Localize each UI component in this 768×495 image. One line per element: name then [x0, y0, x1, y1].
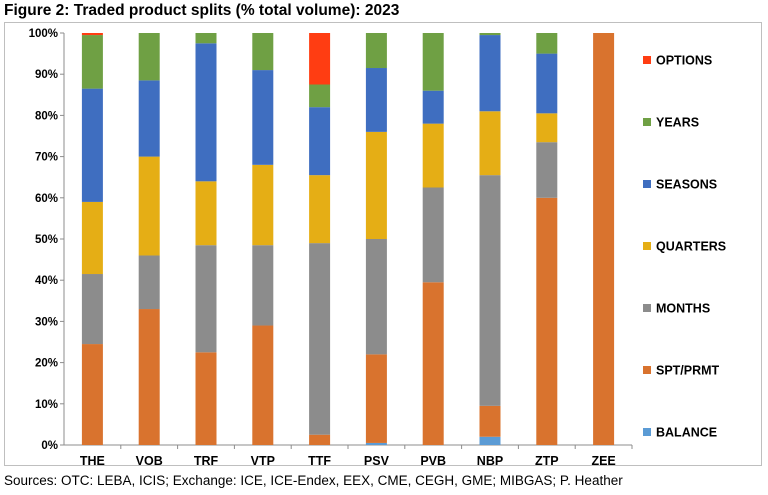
x-tick-label: ZEE	[591, 454, 615, 468]
x-tick-label: PVB	[420, 454, 446, 468]
bar-segment-psv-seasons	[365, 68, 387, 132]
x-tick-label: ZTP	[535, 454, 559, 468]
bar-segment-vob-months	[138, 255, 160, 310]
y-tick-label: 40%	[35, 275, 58, 287]
bar-segment-pvb-spt-prmt	[422, 282, 444, 445]
source-note: Sources: OTC: LEBA, ICIS; Exchange: ICE,…	[4, 473, 623, 488]
y-tick-label: 70%	[35, 152, 58, 164]
bar-segment-ztp-spt-prmt	[536, 197, 558, 445]
bar-segment-ztp-months	[536, 142, 558, 198]
bar-segment-nbp-years	[479, 33, 501, 36]
bar-segment-the-years	[81, 35, 103, 89]
bar-segment-vtp-years	[252, 33, 274, 71]
bar-segment-vtp-months	[252, 245, 274, 326]
bar-segment-pvb-seasons	[422, 90, 444, 124]
bar-segment-trf-months	[195, 245, 217, 353]
y-tick-label: 30%	[35, 316, 58, 328]
legend-label: MONTHS	[656, 302, 710, 316]
legend-label: YEARS	[656, 116, 699, 130]
bar-segment-ttf-options	[309, 33, 331, 85]
bar-segment-the-spt-prmt	[81, 344, 103, 445]
bar-segment-psv-quarters	[365, 131, 387, 239]
x-tick-label: TRF	[194, 454, 219, 468]
legend-swatch-seasons	[643, 180, 651, 188]
bar-segment-nbp-quarters	[479, 111, 501, 176]
bar-segment-the-quarters	[81, 201, 103, 275]
legend-label: QUARTERS	[656, 240, 726, 254]
x-tick-label: TTF	[308, 454, 331, 468]
stacked-bar-chart: 0% 10% 20% 30% 40% 50% 60% 70% 80% 90% 100% THE VOB T…	[29, 28, 727, 468]
x-tick-label: VTP	[251, 454, 275, 468]
x-tick-label: NBP	[477, 454, 503, 468]
bar-segment-trf-spt-prmt	[195, 352, 217, 445]
bar-segment-zee-spt-prmt	[593, 33, 615, 445]
legend-swatch-quarters	[643, 242, 651, 250]
x-tick-label: VOB	[136, 454, 163, 468]
bar-segment-nbp-months	[479, 175, 501, 406]
bar-segment-vtp-quarters	[252, 164, 274, 246]
legend-label: OPTIONS	[656, 54, 712, 68]
y-tick-label: 80%	[35, 110, 58, 122]
legend-swatch-spt-prmt	[643, 366, 651, 374]
bar-segment-ttf-quarters	[309, 175, 331, 244]
bar-segment-the-seasons	[81, 88, 103, 202]
legend-swatch-years	[643, 118, 651, 126]
bar-segment-pvb-quarters	[422, 123, 444, 188]
legend-swatch-balance	[643, 428, 651, 436]
bar-segment-ttf-seasons	[309, 107, 331, 176]
y-tick-label: 0%	[41, 440, 58, 452]
legend-label: SEASONS	[656, 178, 717, 192]
bar-segment-the-options	[81, 33, 103, 36]
bar-segment-the-months	[81, 274, 103, 345]
bar-segment-pvb-months	[422, 187, 444, 283]
y-tick-label: 90%	[35, 69, 58, 81]
bar-segment-trf-seasons	[195, 43, 217, 182]
bar-segment-psv-balance	[365, 442, 387, 445]
bar-segment-ttf-months	[309, 243, 331, 435]
bar-segment-vob-quarters	[138, 156, 160, 256]
chart-title: Figure 2: Traded product splits (% total…	[4, 2, 400, 19]
y-tick-label: 100%	[29, 28, 58, 40]
bar-segment-ttf-spt-prmt	[309, 434, 331, 445]
legend-swatch-months	[643, 304, 651, 312]
legend-swatch-options	[643, 56, 651, 64]
y-tick-label: 10%	[35, 399, 58, 411]
bar-segment-ztp-seasons	[536, 53, 558, 114]
bar-segment-vob-years	[138, 33, 160, 81]
bar-segment-trf-years	[195, 33, 217, 44]
bar-segment-psv-spt-prmt	[365, 354, 387, 443]
y-tick-label: 60%	[35, 193, 58, 205]
chart-frame	[4, 22, 762, 466]
bar-segment-vtp-spt-prmt	[252, 325, 274, 445]
bar-segment-vob-spt-prmt	[138, 309, 160, 445]
bar-segment-psv-years	[365, 33, 387, 69]
bar-segment-vtp-seasons	[252, 70, 274, 165]
bar-segment-trf-quarters	[195, 181, 217, 246]
bar-segment-pvb-years	[422, 33, 444, 91]
bar-segment-vob-seasons	[138, 80, 160, 157]
x-tick-label: THE	[80, 454, 105, 468]
y-tick-label: 50%	[35, 234, 58, 246]
bar-segment-ttf-years	[309, 84, 331, 108]
bar-segment-nbp-seasons	[479, 35, 501, 112]
legend-label: BALANCE	[656, 426, 717, 440]
x-tick-label: PSV	[364, 454, 390, 468]
bar-segment-nbp-spt-prmt	[479, 405, 501, 437]
bar-segment-psv-months	[365, 239, 387, 355]
bar-segment-ztp-years	[536, 33, 558, 54]
y-tick-label: 20%	[35, 358, 58, 370]
bar-segment-nbp-balance	[479, 436, 501, 445]
bar-segment-ztp-quarters	[536, 113, 558, 143]
legend-label: SPT/PRMT	[656, 364, 720, 378]
